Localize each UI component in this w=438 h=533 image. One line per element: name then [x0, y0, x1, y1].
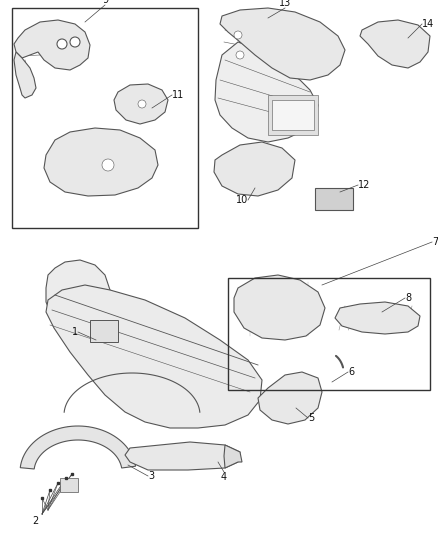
Polygon shape	[360, 20, 430, 68]
Text: 6: 6	[348, 367, 354, 377]
Circle shape	[70, 37, 80, 47]
Bar	[228, 278, 430, 390]
Polygon shape	[14, 20, 90, 70]
Bar	[272, 100, 314, 130]
Text: 4: 4	[221, 472, 227, 482]
Text: 9: 9	[102, 0, 108, 5]
Text: 10: 10	[236, 195, 248, 205]
Polygon shape	[44, 128, 158, 196]
Bar	[315, 188, 353, 210]
Polygon shape	[46, 260, 110, 330]
Text: 12: 12	[358, 180, 371, 190]
Polygon shape	[214, 142, 295, 196]
Circle shape	[234, 31, 242, 39]
Circle shape	[57, 39, 67, 49]
Polygon shape	[335, 302, 420, 334]
Polygon shape	[215, 42, 318, 142]
Polygon shape	[224, 445, 242, 468]
Bar	[12, 8, 198, 228]
Polygon shape	[20, 426, 135, 469]
Text: 2: 2	[32, 516, 38, 526]
Text: 8: 8	[405, 293, 411, 303]
Bar	[60, 478, 78, 492]
Polygon shape	[234, 275, 325, 340]
Polygon shape	[220, 8, 345, 80]
Text: 1: 1	[72, 327, 78, 337]
Text: 7: 7	[432, 237, 438, 247]
Text: 14: 14	[422, 19, 434, 29]
Text: 11: 11	[172, 90, 184, 100]
Circle shape	[236, 51, 244, 59]
Circle shape	[102, 159, 114, 171]
Polygon shape	[258, 372, 322, 424]
Polygon shape	[14, 52, 36, 98]
Text: 13: 13	[279, 0, 291, 8]
Circle shape	[138, 100, 146, 108]
Polygon shape	[46, 285, 262, 428]
Polygon shape	[125, 442, 240, 470]
Text: 5: 5	[308, 413, 314, 423]
Bar	[268, 95, 318, 135]
Text: 3: 3	[148, 471, 154, 481]
Polygon shape	[114, 84, 168, 124]
Bar	[90, 320, 118, 342]
